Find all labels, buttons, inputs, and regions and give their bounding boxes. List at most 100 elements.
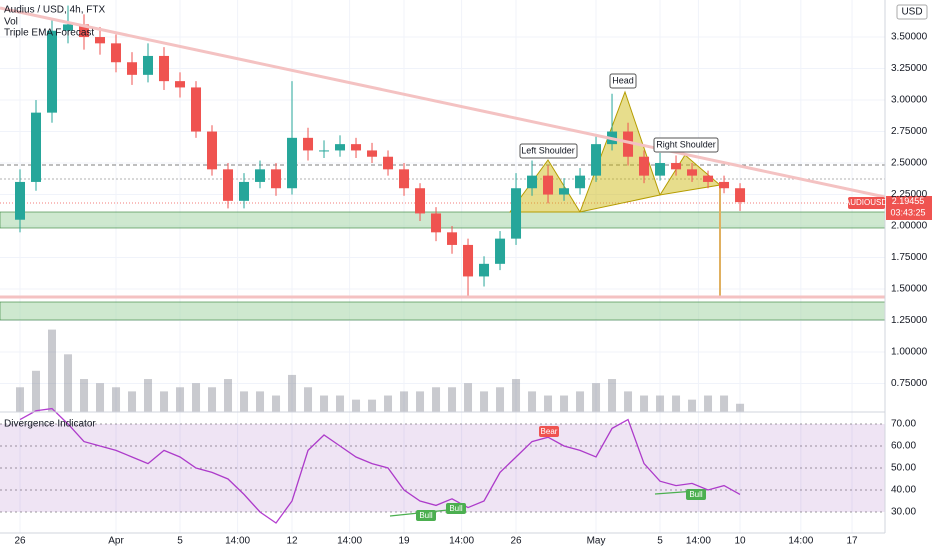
candle-body: [447, 232, 458, 245]
volume-bar: [176, 387, 185, 412]
candle-body: [559, 188, 570, 195]
chart-title: Audius / USD, 4h, FTX: [4, 5, 105, 16]
candle-body: [703, 175, 714, 182]
volume-bar: [496, 387, 505, 412]
grid: [0, 0, 885, 533]
volume-bar: [336, 395, 345, 412]
y-tick-label: 2.25000: [891, 189, 928, 200]
volume-bar: [80, 379, 89, 412]
candle-body: [223, 169, 234, 201]
candle-body: [687, 169, 698, 176]
volume-bar: [112, 387, 121, 412]
candle-body: [431, 213, 442, 233]
candle-body: [543, 175, 554, 195]
candle-body: [191, 87, 202, 132]
x-tick-label: 26: [14, 536, 26, 547]
x-tick-label: 10: [734, 536, 746, 547]
signal-text: Bull: [449, 504, 463, 513]
volume-bar: [368, 399, 377, 412]
candle-body: [719, 181, 730, 189]
candle-body: [671, 163, 682, 170]
signal: Bull: [416, 510, 436, 521]
volume-bar: [160, 391, 169, 412]
volume-bar: [656, 395, 665, 412]
candle-body: [527, 175, 538, 189]
candle-body: [415, 188, 426, 214]
x-tick-label: 5: [177, 536, 183, 547]
volume-bar: [96, 383, 105, 412]
volume-bar: [464, 383, 473, 412]
annotation: Left Shoulder: [519, 143, 578, 159]
volume-bar: [208, 387, 217, 412]
y-tick-label: 30.00: [891, 507, 916, 518]
pattern-head: [579, 90, 661, 213]
plot: [15, 5, 746, 524]
candle-body: [143, 55, 154, 75]
volume-bar: [192, 383, 201, 412]
candle-body: [271, 169, 282, 189]
volume-bar: [16, 387, 25, 412]
volume-bar: [384, 395, 393, 412]
volume-bar: [272, 395, 281, 412]
x-tick-label: 19: [398, 536, 410, 547]
volume-bar: [64, 354, 73, 412]
volume-bar: [608, 379, 617, 412]
y-tick-label: 40.00: [891, 485, 916, 496]
x-tick-label: 12: [286, 536, 298, 547]
candle-body: [479, 263, 490, 277]
support-zone: [0, 211, 886, 229]
candle-body: [367, 150, 378, 157]
y-tick-label: 2.50000: [891, 158, 928, 169]
candle-body: [463, 244, 474, 277]
trend-line: [0, 6, 886, 199]
candle-body: [575, 175, 586, 189]
volume-bar: [256, 391, 265, 412]
symbol: AUDIOUSD: [845, 198, 887, 207]
y-tick-label: 2.75000: [891, 126, 928, 137]
candle-body: [111, 43, 122, 63]
x-tick-label: 14:00: [337, 536, 362, 547]
candle-body: [159, 55, 170, 82]
volume-bar: [144, 379, 153, 412]
volume-bar: [704, 395, 713, 412]
y-tick-label: 0.75000: [891, 378, 928, 389]
volume-bar: [400, 391, 409, 412]
volume-bar: [416, 391, 425, 412]
y-tick-label: 3.00000: [891, 95, 928, 106]
candle-body: [287, 137, 298, 189]
candle-body: [207, 131, 218, 170]
candle-body: [591, 144, 602, 176]
rsi-band: [0, 424, 885, 512]
volume-bar: [512, 379, 521, 412]
x-tick-label: 14:00: [225, 536, 250, 547]
panel-title: Divergence Indicator: [4, 419, 96, 430]
annotation-text: Right Shoulder: [656, 139, 716, 149]
signal-text: Bull: [689, 490, 703, 499]
annotation: Head: [609, 73, 637, 89]
volume-bar: [288, 374, 297, 412]
subtitle: Triple EMA Forecast: [4, 28, 94, 39]
x-tick-label: Apr: [108, 536, 124, 547]
countdown: 03:43:25: [890, 207, 925, 217]
candle-body: [351, 144, 362, 151]
candle-body: [303, 137, 314, 151]
annotation-text: Head: [612, 75, 634, 85]
volume-bar: [352, 399, 361, 412]
volume-bar: [48, 329, 57, 412]
subtitle: Vol: [4, 17, 18, 28]
candle-body: [15, 181, 26, 220]
volume-bar: [640, 395, 649, 412]
y-tick-label: 1.25000: [891, 315, 928, 326]
candle-body: [63, 24, 74, 31]
candle-body: [47, 30, 58, 113]
candle-body: [639, 156, 650, 176]
candle-body: [127, 62, 138, 75]
candle-body: [335, 144, 346, 151]
volume-bar: [32, 370, 41, 412]
signal: Bull: [686, 489, 706, 500]
candle-body: [79, 24, 90, 38]
volume-bar: [576, 391, 585, 412]
price-tag: [886, 196, 932, 220]
candle-body: [383, 156, 394, 170]
